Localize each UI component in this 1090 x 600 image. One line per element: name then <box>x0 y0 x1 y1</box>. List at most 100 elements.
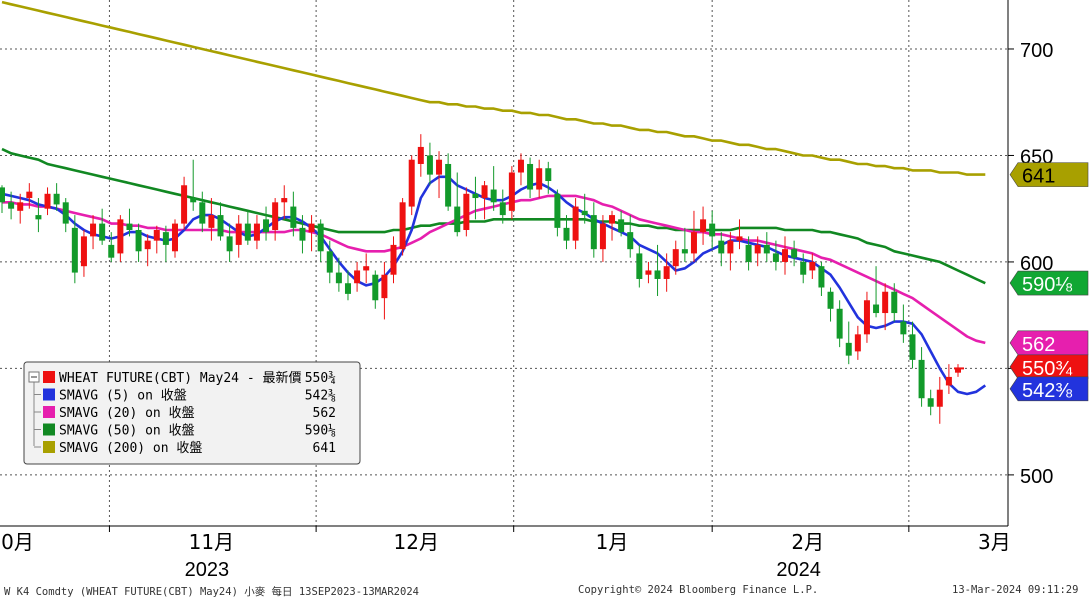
candle <box>763 232 770 262</box>
candle-body <box>208 215 215 228</box>
candle-body <box>745 244 752 262</box>
candle <box>344 270 351 301</box>
candle <box>918 347 925 407</box>
candle <box>700 206 707 245</box>
candle-body <box>263 219 270 233</box>
candle-body <box>800 261 807 275</box>
candle <box>99 208 106 245</box>
candle <box>17 193 24 224</box>
candle-body <box>144 240 151 250</box>
candle-body <box>299 227 306 241</box>
candle <box>782 236 789 275</box>
candle-body <box>863 300 870 335</box>
candle <box>572 198 579 250</box>
candle-body <box>681 249 688 254</box>
candle <box>126 208 133 237</box>
price-tag-label: 562 <box>1022 334 1055 356</box>
candle <box>454 172 461 237</box>
candle-body <box>217 215 224 237</box>
candle <box>253 215 260 250</box>
candle <box>672 240 679 275</box>
candle <box>873 266 880 318</box>
candle <box>217 202 224 241</box>
candle-body <box>654 270 661 279</box>
candle-body <box>909 334 916 360</box>
candle <box>827 287 834 322</box>
candle <box>335 257 342 292</box>
candle-body <box>8 202 15 209</box>
candle <box>226 223 233 262</box>
candle-body <box>344 283 351 294</box>
candle-body <box>545 168 552 182</box>
candle <box>108 232 115 262</box>
legend-series-name: SMAVG (5) on 收盤 <box>59 389 187 404</box>
candle <box>536 159 543 199</box>
candle-body <box>955 368 961 373</box>
candle-body <box>481 185 488 199</box>
candle-body <box>80 236 87 267</box>
candle <box>190 159 197 211</box>
candle-body <box>836 308 843 339</box>
candle-body <box>936 389 943 407</box>
candle <box>308 215 315 252</box>
candle <box>845 321 852 365</box>
legend-series-value: 590⅛ <box>305 424 336 439</box>
candle-body <box>272 202 279 230</box>
candle-body <box>490 189 497 203</box>
candle-body <box>71 227 78 273</box>
candle <box>153 225 160 254</box>
candle-body <box>636 253 643 279</box>
legend-series-name: SMAVG (50) on 收盤 <box>59 424 195 439</box>
candle <box>399 198 406 256</box>
candle <box>363 253 370 284</box>
candle-body <box>90 223 97 237</box>
candle-body <box>445 163 452 207</box>
candle-body <box>463 193 470 230</box>
candle-body <box>945 376 952 386</box>
y-tick-label: 500 <box>1020 466 1053 488</box>
candle <box>809 253 816 279</box>
candle <box>26 183 33 209</box>
candle-body <box>454 206 461 233</box>
candle <box>545 161 552 194</box>
candle <box>581 193 588 224</box>
legend: WHEAT FUTURE(CBT) May24 - 最新價 550¾ SMAVG (… <box>23 361 361 465</box>
candle <box>135 223 142 262</box>
candle-body <box>527 163 534 190</box>
candle-body <box>108 244 115 258</box>
candle-body <box>317 223 324 252</box>
candle <box>508 166 515 220</box>
price-tag: 590⅛ <box>1009 270 1089 296</box>
legend-series-name: SMAVG (20) on 收盤 <box>59 406 195 421</box>
price-tag: 550¾ <box>1009 354 1089 380</box>
x-tick-label: 2月 <box>791 530 824 554</box>
candle-body <box>408 159 415 207</box>
candle <box>836 300 843 348</box>
candle <box>8 191 15 220</box>
candle-body <box>372 274 379 301</box>
price-tag-label: 590⅛ <box>1022 274 1072 296</box>
candle-body <box>235 223 242 245</box>
candle <box>281 185 288 220</box>
candle <box>354 261 361 292</box>
candle-body <box>363 266 370 271</box>
candle <box>35 198 42 233</box>
candle-body <box>126 223 133 230</box>
candle <box>791 240 798 267</box>
x-tick-label: 11月 <box>189 530 234 554</box>
candle-body <box>782 249 789 262</box>
candle <box>718 232 725 267</box>
candle-body <box>918 359 925 399</box>
candle-body <box>199 202 206 224</box>
legend-swatch <box>43 423 55 436</box>
candle-body <box>190 198 197 203</box>
candle <box>290 191 297 237</box>
candle-body <box>135 229 142 252</box>
footer-left: W K4 Comdty (WHEAT FUTURE(CBT) May24) 小麥… <box>4 586 419 598</box>
price-tag: 562 <box>1009 330 1089 356</box>
candle <box>627 215 634 258</box>
candle-body <box>627 232 634 250</box>
candle-body <box>53 193 60 205</box>
footer-center: Copyright© 2024 Bloomberg Finance L.P. <box>578 584 819 596</box>
